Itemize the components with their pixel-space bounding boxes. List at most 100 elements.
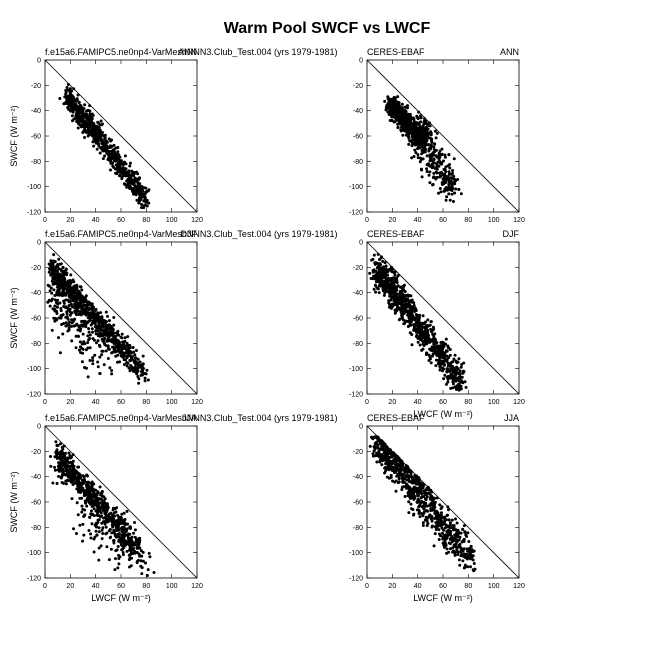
data-point xyxy=(70,114,74,118)
data-point xyxy=(414,135,418,139)
data-point xyxy=(452,368,456,372)
data-point xyxy=(381,259,385,263)
data-point xyxy=(397,118,401,122)
data-point xyxy=(455,361,459,365)
data-point xyxy=(87,300,91,304)
data-point xyxy=(458,563,462,567)
data-point xyxy=(128,556,132,560)
data-point xyxy=(90,127,94,131)
data-point xyxy=(98,372,102,376)
data-point xyxy=(146,568,150,572)
data-point xyxy=(64,482,68,486)
data-point xyxy=(374,290,378,294)
data-point xyxy=(416,153,420,157)
data-point xyxy=(446,164,450,168)
data-point xyxy=(459,554,463,558)
data-point xyxy=(81,486,85,490)
data-point xyxy=(90,522,94,526)
data-point xyxy=(131,181,135,185)
panel-left-label: CERES-EBAF xyxy=(367,413,425,423)
data-point xyxy=(92,514,96,518)
data-point xyxy=(89,119,93,123)
data-point xyxy=(399,128,403,132)
scatter-points xyxy=(58,83,151,210)
data-point xyxy=(108,536,112,540)
data-point xyxy=(455,372,459,376)
data-point xyxy=(79,351,83,355)
data-point xyxy=(128,369,132,373)
panel-right-label: DJF xyxy=(181,229,198,239)
data-point xyxy=(418,313,422,317)
x-tick-label: 60 xyxy=(117,217,125,224)
data-point xyxy=(100,122,104,126)
data-point xyxy=(71,102,75,106)
y-tick-label: -20 xyxy=(31,449,41,456)
data-point xyxy=(127,347,131,351)
data-point xyxy=(113,336,117,340)
scatter-points xyxy=(368,435,477,573)
data-point xyxy=(107,347,111,351)
data-point xyxy=(95,132,99,136)
data-point xyxy=(123,358,127,362)
x-tick-label: 120 xyxy=(513,583,525,590)
data-point xyxy=(369,276,373,280)
data-point xyxy=(383,291,387,295)
data-point xyxy=(146,378,150,382)
data-point xyxy=(54,274,58,278)
data-point xyxy=(435,165,439,169)
x-tick-label: 40 xyxy=(414,583,422,590)
data-point xyxy=(102,516,106,520)
data-point xyxy=(113,334,117,338)
data-point xyxy=(393,97,397,101)
x-tick-label: 40 xyxy=(414,399,422,406)
data-point xyxy=(446,374,450,378)
data-point xyxy=(411,138,415,142)
data-point xyxy=(70,279,74,283)
data-point xyxy=(48,289,52,293)
data-point xyxy=(432,171,436,175)
data-point xyxy=(99,325,103,329)
data-point xyxy=(68,466,72,470)
data-point xyxy=(86,494,90,498)
data-point xyxy=(403,290,407,294)
data-point xyxy=(390,296,394,300)
data-point xyxy=(416,486,420,490)
y-tick-label: -40 xyxy=(353,474,363,481)
data-point xyxy=(113,341,117,345)
data-point xyxy=(458,369,462,373)
data-point xyxy=(99,119,103,123)
x-tick-label: 60 xyxy=(117,399,125,406)
data-point xyxy=(370,258,374,262)
data-point xyxy=(398,292,402,296)
data-point xyxy=(137,381,141,385)
data-point xyxy=(70,497,74,501)
data-point xyxy=(467,550,471,554)
data-point xyxy=(404,133,408,137)
data-point xyxy=(449,386,453,390)
data-point xyxy=(90,327,94,331)
data-point xyxy=(101,130,104,134)
data-point xyxy=(84,308,88,312)
data-point xyxy=(138,554,142,558)
data-point xyxy=(400,301,404,305)
data-point xyxy=(428,124,432,128)
data-point xyxy=(148,555,152,559)
data-point xyxy=(106,520,110,524)
y-tick-label: 0 xyxy=(37,58,41,65)
data-point xyxy=(85,489,89,493)
data-point xyxy=(393,120,397,124)
data-point xyxy=(410,300,414,304)
scatter-panel: 0 20 40 60 80 100 1200-20-40-60-80-100-120CERE… xyxy=(349,413,525,603)
data-point xyxy=(448,523,452,527)
data-point xyxy=(418,129,422,133)
data-point xyxy=(138,185,142,189)
data-point xyxy=(438,368,442,372)
data-point xyxy=(136,375,140,379)
data-point xyxy=(106,323,110,327)
data-point xyxy=(421,126,425,130)
data-point xyxy=(428,170,432,174)
data-point xyxy=(138,360,142,364)
data-point xyxy=(133,356,137,360)
data-point xyxy=(46,300,50,304)
data-point xyxy=(458,542,462,546)
